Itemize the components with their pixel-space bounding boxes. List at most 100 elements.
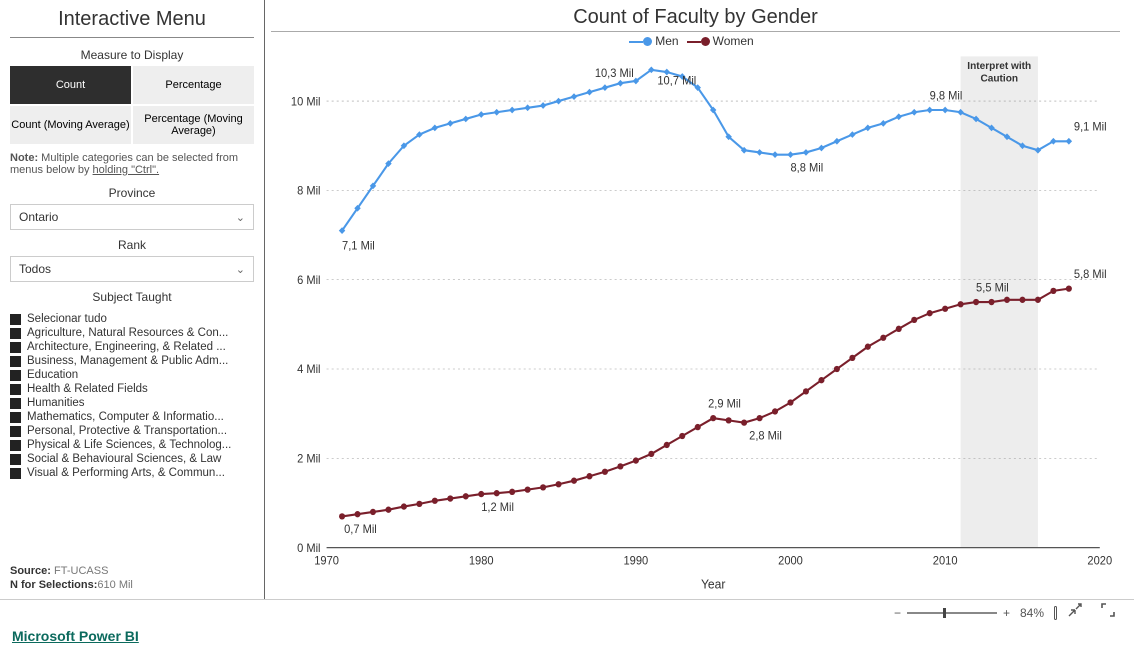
n-label: N for Selections:: [10, 579, 97, 591]
subject-label: Social & Behavioural Sciences, & Law: [27, 453, 221, 465]
filter-note: Note: Multiple categories can be selecte…: [10, 152, 254, 176]
subject-swatch: [10, 468, 21, 479]
svg-text:0,7 Mil: 0,7 Mil: [344, 524, 377, 536]
subject-swatch: [10, 314, 21, 325]
legend-marker: [643, 37, 652, 46]
measure-button[interactable]: Count (Moving Average): [10, 106, 131, 144]
svg-text:2000: 2000: [778, 555, 803, 567]
zoom-minus-icon[interactable]: −: [894, 606, 901, 620]
subject-swatch: [10, 384, 21, 395]
svg-text:10 Mil: 10 Mil: [291, 96, 321, 108]
svg-text:6 Mil: 6 Mil: [297, 275, 320, 287]
svg-text:2 Mil: 2 Mil: [297, 453, 320, 465]
subject-item[interactable]: Business, Management & Public Adm...: [10, 354, 254, 368]
chart-svg: Interpret with Caution 0 Mil 2 Mil 4 Mil 6 Mi…: [271, 48, 1120, 595]
source-value: FT-UCASS: [54, 565, 108, 577]
powerbi-link-wrap: Microsoft Power BI: [12, 628, 139, 644]
fullscreen-icon[interactable]: [1100, 602, 1122, 624]
subject-item[interactable]: Education: [10, 368, 254, 382]
rank-label: Rank: [10, 238, 254, 252]
subject-label: Agriculture, Natural Resources & Con...: [27, 327, 228, 339]
zoom-percent: 84%: [1020, 606, 1044, 620]
measure-label: Measure to Display: [10, 48, 254, 62]
legend-line: [629, 41, 643, 43]
dashboard-container: Interactive Menu Measure to Display Coun…: [0, 0, 1134, 600]
subject-label: Visual & Performing Arts, & Commun...: [27, 467, 225, 479]
svg-text:Year: Year: [701, 577, 725, 591]
rank-value: Todos: [19, 262, 51, 276]
subject-swatch: [10, 412, 21, 423]
plot-area: Interpret with Caution 0 Mil 2 Mil 4 Mil 6 Mi…: [271, 48, 1120, 595]
subject-item[interactable]: Social & Behavioural Sciences, & Law: [10, 452, 254, 466]
share-icon[interactable]: [1067, 602, 1089, 624]
powerbi-link[interactable]: Microsoft Power BI: [12, 628, 139, 644]
subject-item[interactable]: Personal, Protective & Transportation...: [10, 424, 254, 438]
svg-text:2010: 2010: [933, 555, 958, 567]
legend-item[interactable]: Men: [629, 34, 678, 48]
bottom-bar: Microsoft Power BI − + 84%: [0, 600, 1134, 650]
subject-item[interactable]: Selecionar tudo: [10, 312, 254, 326]
zoom-slider[interactable]: − +: [894, 606, 1010, 620]
svg-text:5,5 Mil: 5,5 Mil: [976, 282, 1009, 294]
legend-label: Men: [655, 34, 678, 48]
source-label: Source:: [10, 565, 51, 577]
subject-swatch: [10, 398, 21, 409]
svg-text:0 Mil: 0 Mil: [297, 543, 320, 555]
zoom-thumb[interactable]: [943, 608, 946, 618]
legend-marker: [701, 37, 710, 46]
svg-text:10,7 Mil: 10,7 Mil: [657, 75, 696, 87]
subject-swatch: [10, 454, 21, 465]
svg-text:2020: 2020: [1087, 555, 1112, 567]
divider: [10, 37, 254, 38]
legend-label: Women: [713, 34, 754, 48]
sidebar-title: Interactive Menu: [10, 8, 254, 31]
subject-label: Personal, Protective & Transportation...: [27, 425, 227, 437]
legend-line: [687, 41, 701, 43]
province-value: Ontario: [19, 210, 58, 224]
measure-button[interactable]: Percentage (Moving Average): [133, 106, 254, 144]
svg-text:10,3 Mil: 10,3 Mil: [595, 68, 634, 80]
svg-text:8 Mil: 8 Mil: [297, 185, 320, 197]
subject-label: Education: [27, 369, 78, 381]
legend-item[interactable]: Women: [687, 34, 754, 48]
n-value: 610 Mil: [97, 579, 132, 591]
chevron-down-icon: ⌄: [236, 263, 245, 276]
svg-text:Interpret with: Interpret with: [967, 61, 1031, 72]
bottom-controls: − + 84%: [894, 602, 1122, 624]
measure-button[interactable]: Percentage: [133, 66, 254, 104]
subject-item[interactable]: Architecture, Engineering, & Related ...: [10, 340, 254, 354]
subject-item[interactable]: Visual & Performing Arts, & Commun...: [10, 466, 254, 480]
svg-text:Caution: Caution: [980, 74, 1018, 85]
measure-button[interactable]: Count: [10, 66, 131, 104]
province-label: Province: [10, 186, 254, 200]
chart-legend: Men Women: [271, 34, 1120, 48]
svg-text:9,8 Mil: 9,8 Mil: [930, 90, 963, 102]
svg-text:5,8 Mil: 5,8 Mil: [1074, 269, 1107, 281]
subject-swatch: [10, 342, 21, 353]
svg-text:4 Mil: 4 Mil: [297, 364, 320, 376]
subject-swatch: [10, 426, 21, 437]
zoom-plus-icon[interactable]: +: [1003, 606, 1010, 620]
subject-item[interactable]: Humanities: [10, 396, 254, 410]
sidebar-footer: Source: FT-UCASS N for Selections:610 Mi…: [10, 563, 254, 591]
fit-page-icon[interactable]: [1054, 606, 1057, 620]
zoom-track[interactable]: [907, 612, 997, 614]
note-prefix: Note:: [10, 152, 38, 164]
subject-list: Selecionar tudo Agriculture, Natural Reso…: [10, 312, 254, 480]
subject-label: Selecionar tudo: [27, 313, 107, 325]
subject-item[interactable]: Mathematics, Computer & Informatio...: [10, 410, 254, 424]
svg-text:1980: 1980: [469, 555, 494, 567]
svg-text:1,2 Mil: 1,2 Mil: [481, 502, 514, 514]
svg-text:7,1 Mil: 7,1 Mil: [342, 240, 375, 252]
subject-item[interactable]: Agriculture, Natural Resources & Con...: [10, 326, 254, 340]
subject-item[interactable]: Health & Related Fields: [10, 382, 254, 396]
svg-text:9,1 Mil: 9,1 Mil: [1074, 122, 1107, 134]
subject-label: Health & Related Fields: [27, 383, 148, 395]
subject-label: Physical & Life Sciences, & Technolog...: [27, 439, 231, 451]
subject-label: Business, Management & Public Adm...: [27, 355, 228, 367]
subject-item[interactable]: Physical & Life Sciences, & Technolog...: [10, 438, 254, 452]
chevron-down-icon: ⌄: [236, 211, 245, 224]
rank-dropdown[interactable]: Todos ⌄: [10, 256, 254, 282]
province-dropdown[interactable]: Ontario ⌄: [10, 204, 254, 230]
subject-swatch: [10, 328, 21, 339]
